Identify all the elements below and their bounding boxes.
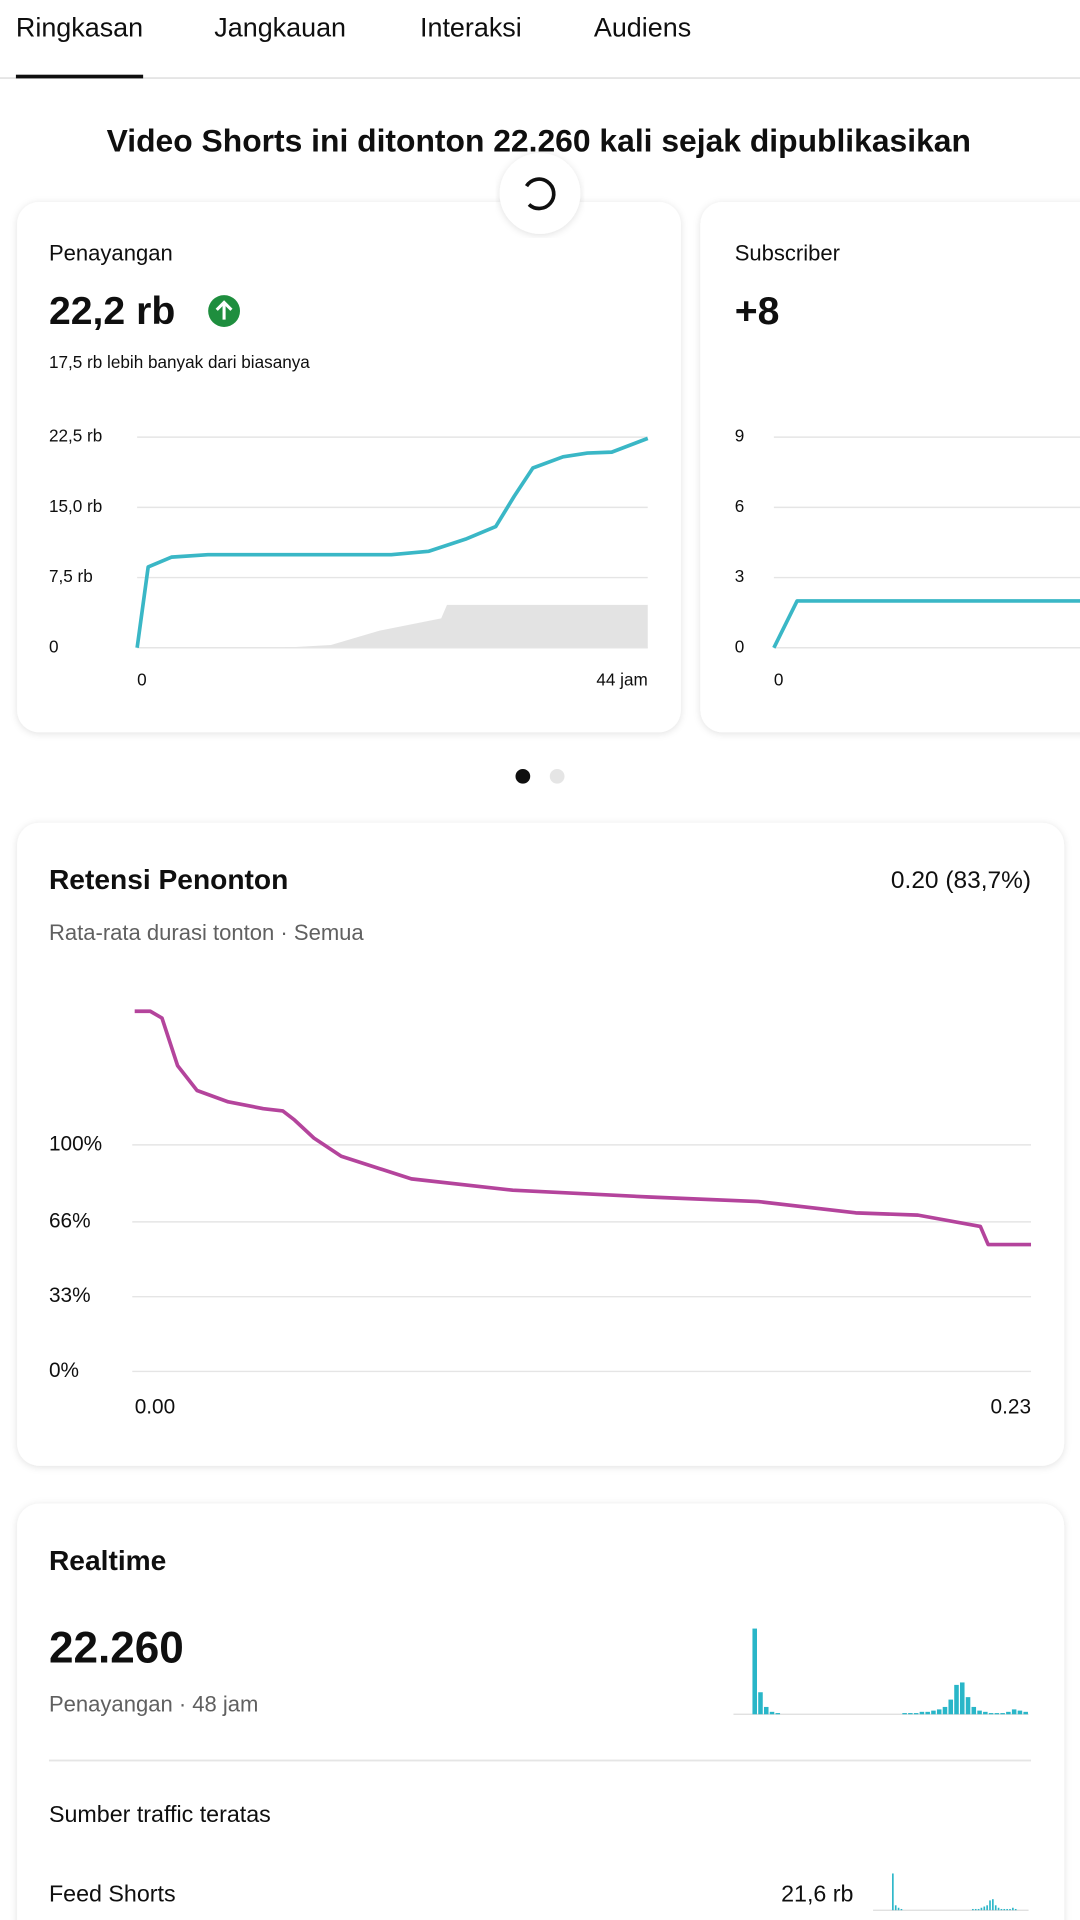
- bar: [983, 1711, 988, 1715]
- source-value: 21,6 rb: [781, 1881, 853, 1907]
- metric-card[interactable]: [17, 202, 681, 733]
- bar: [1009, 1908, 1011, 1911]
- bar: [965, 1697, 971, 1715]
- bar: [913, 1713, 919, 1715]
- x-tick-label: 0.23: [991, 1396, 1031, 1419]
- bar: [994, 1905, 997, 1911]
- y-tick-label: 0: [49, 636, 59, 656]
- bar: [972, 1908, 974, 1911]
- bar: [960, 1682, 965, 1715]
- metric-label: Subscriber: [735, 241, 840, 266]
- section-title: Sumber traffic teratas: [49, 1801, 271, 1827]
- bar: [989, 1900, 991, 1911]
- bar: [986, 1905, 988, 1911]
- x-tick-label: 44 jam: [596, 669, 647, 689]
- page-dot[interactable]: [549, 768, 565, 784]
- data-line: [134, 1009, 1032, 1247]
- bar: [971, 1706, 977, 1715]
- bar: [897, 1907, 900, 1911]
- bar: [894, 1905, 897, 1911]
- bar: [908, 1713, 913, 1715]
- tab[interactable]: Audiens: [594, 12, 691, 42]
- bar: [983, 1906, 986, 1911]
- bar: [925, 1711, 930, 1715]
- loading-spinner: [499, 153, 581, 234]
- bar: [1023, 1711, 1028, 1715]
- bar: [994, 1713, 1000, 1715]
- metric-card[interactable]: [700, 202, 1080, 733]
- bar: [1006, 1908, 1008, 1911]
- typical-area: [282, 604, 648, 648]
- realtime-card[interactable]: [17, 1503, 1065, 1920]
- data-line: [772, 599, 1080, 649]
- metric-value: +8: [735, 290, 780, 333]
- page-dot[interactable]: [515, 768, 531, 784]
- bar: [931, 1710, 936, 1715]
- bar: [974, 1908, 977, 1911]
- card-title: Retensi Penonton: [49, 864, 288, 895]
- bar: [1017, 1710, 1023, 1715]
- y-tick-label: 22,5 rb: [49, 426, 102, 446]
- y-tick-label: 66%: [49, 1209, 91, 1232]
- tab[interactable]: Interaksi: [420, 12, 522, 42]
- realtime-caption: Penayangan · 48 jam: [49, 1692, 258, 1717]
- y-tick-label: 0: [735, 636, 745, 656]
- bar: [1000, 1713, 1005, 1715]
- tab-indicator: [15, 74, 144, 79]
- bar: [1014, 1908, 1017, 1911]
- up-icon: [208, 295, 240, 327]
- y-tick-label: 7,5 rb: [49, 566, 93, 586]
- bar: [948, 1699, 954, 1715]
- x-tick-label: 0.00: [135, 1396, 175, 1419]
- metric-note: 17,5 rb lebih banyak dari biasanya: [49, 352, 310, 372]
- retention-summary: 0.20 (83,7%): [891, 867, 1031, 894]
- bar: [758, 1692, 763, 1715]
- bar: [752, 1628, 757, 1715]
- x-tick-label: 0: [774, 669, 784, 689]
- y-tick-label: 15,0 rb: [49, 496, 102, 516]
- bar: [977, 1710, 982, 1715]
- tab-divider: [0, 77, 1080, 79]
- x-tick-label: 0: [137, 669, 147, 689]
- tab[interactable]: Jangkauan: [214, 12, 346, 42]
- bar: [919, 1711, 925, 1715]
- tab[interactable]: Ringkasan: [16, 12, 143, 42]
- bar: [942, 1706, 948, 1715]
- bar: [992, 1899, 994, 1911]
- bar: [775, 1713, 781, 1715]
- bar: [902, 1713, 907, 1715]
- y-tick-label: 0%: [49, 1359, 79, 1382]
- metric-label: Penayangan: [49, 241, 173, 266]
- card-title: Realtime: [49, 1545, 166, 1576]
- bar: [988, 1713, 994, 1715]
- bar: [769, 1711, 775, 1715]
- bar: [997, 1907, 1000, 1911]
- bar: [1006, 1711, 1011, 1715]
- bar: [1000, 1908, 1003, 1911]
- divider: [48, 1759, 1032, 1762]
- bar: [900, 1908, 903, 1911]
- y-tick-label: 6: [735, 496, 745, 516]
- y-tick-label: 3: [735, 566, 745, 586]
- bar: [1012, 1907, 1014, 1911]
- card-subtitle: Rata-rata durasi tonton · Semua: [49, 920, 364, 945]
- metric-value: 22,2 rb: [49, 290, 175, 333]
- headline: Video Shorts ini ditonton 22.260 kali se…: [107, 123, 971, 159]
- bar: [954, 1684, 959, 1715]
- bar: [1003, 1908, 1006, 1911]
- bar: [936, 1709, 942, 1715]
- bar: [763, 1706, 769, 1715]
- data-line: [135, 436, 649, 649]
- realtime-value: 22.260: [49, 1623, 184, 1672]
- source-label: Feed Shorts: [49, 1881, 176, 1907]
- y-tick-label: 9: [735, 426, 745, 446]
- bar: [1011, 1709, 1017, 1715]
- bar: [977, 1908, 980, 1911]
- y-tick-label: 100%: [49, 1132, 102, 1155]
- y-tick-label: 33%: [49, 1284, 91, 1307]
- bar: [980, 1907, 983, 1911]
- bar: [892, 1873, 894, 1911]
